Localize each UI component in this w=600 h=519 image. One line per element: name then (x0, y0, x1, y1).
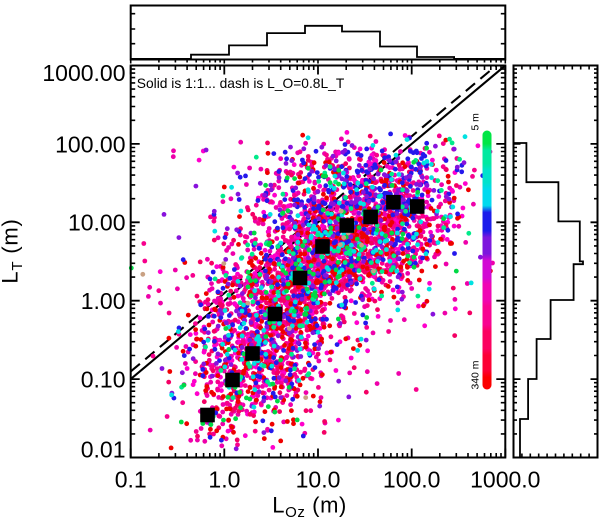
svg-text:5 m: 5 m (471, 113, 482, 130)
svg-text:1000.0: 1000.0 (470, 467, 540, 493)
svg-text:0.10: 0.10 (81, 367, 126, 393)
svg-text:340 m: 340 m (471, 361, 482, 390)
svg-text:1.0: 1.0 (208, 467, 240, 493)
svg-text:LOz (m): LOz (m) (272, 493, 347, 519)
svg-text:10.00: 10.00 (68, 210, 126, 236)
svg-text:100.0: 100.0 (383, 467, 441, 493)
svg-text:Solid is 1:1... dash is L_O=0.: Solid is 1:1... dash is L_O=0.8L_T (137, 76, 345, 91)
svg-text:1.00: 1.00 (81, 288, 126, 314)
svg-text:LT (m): LT (m) (0, 218, 26, 283)
svg-text:1000.00: 1000.00 (42, 60, 125, 86)
svg-text:10.0: 10.0 (296, 467, 341, 493)
svg-text:0.01: 0.01 (81, 436, 126, 462)
svg-text:100.00: 100.00 (55, 131, 125, 157)
svg-text:0.1: 0.1 (115, 467, 147, 493)
